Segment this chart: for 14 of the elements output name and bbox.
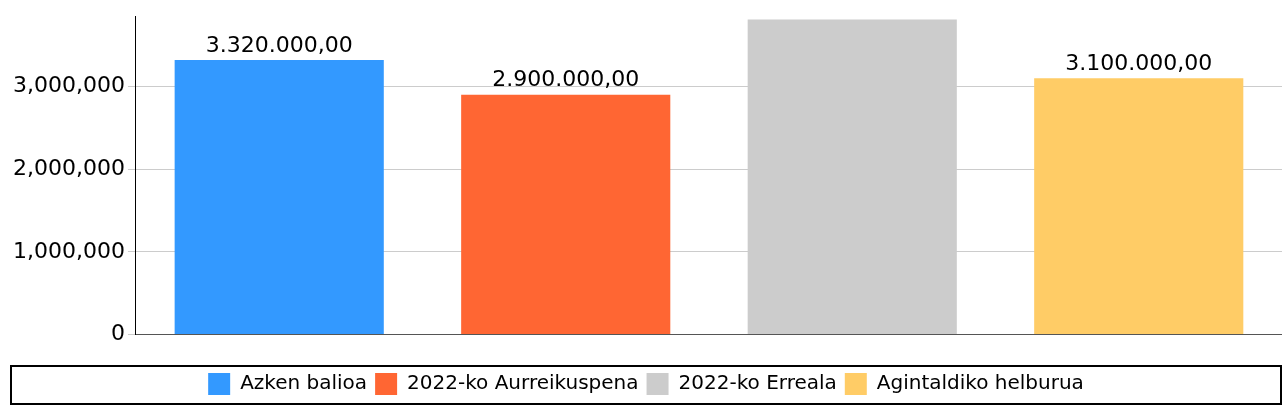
y-tick-label: 1,000,000 (13, 237, 125, 263)
y-tick-label: 3,000,000 (13, 72, 125, 98)
legend-label: 2022-ko Aurreikuspena (407, 370, 639, 395)
y-tick-label: 0 (110, 320, 125, 346)
data-label: 2.900.000,00 (492, 66, 640, 92)
legend-label: 2022-ko Erreala (678, 370, 837, 395)
bar (461, 94, 671, 335)
legend-label: Agintaldiko helburua (876, 370, 1084, 395)
y-tick-label: 2,000,000 (13, 154, 125, 180)
legend-label: Azken balioa (240, 370, 368, 395)
data-label: 3.100.000,00 (1065, 49, 1213, 75)
bar (174, 60, 384, 335)
data-label: 3.320.000,00 (205, 31, 353, 57)
bar (1034, 78, 1244, 335)
